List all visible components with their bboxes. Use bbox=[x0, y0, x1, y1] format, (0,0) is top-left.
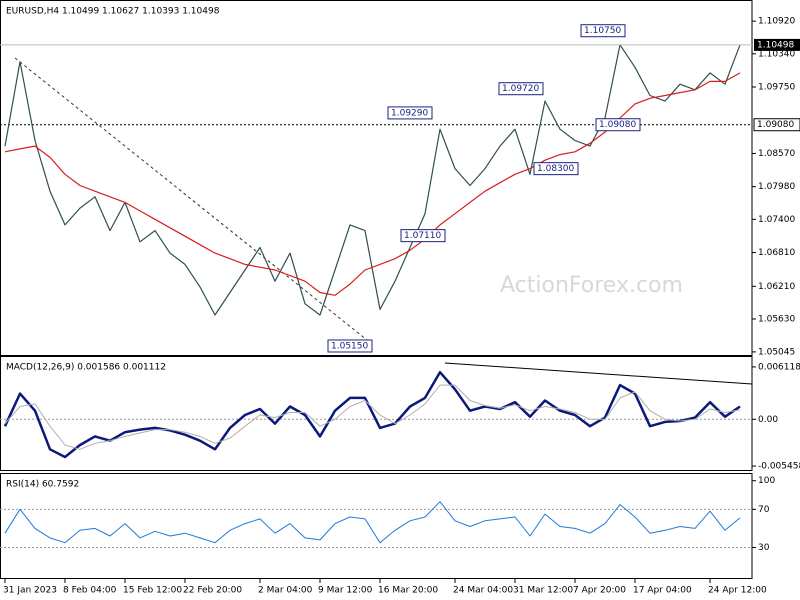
price-callout bbox=[498, 82, 544, 96]
level-box bbox=[753, 118, 800, 132]
price-label: 1.10498 bbox=[757, 40, 794, 50]
y-tick-label: 0.00 bbox=[758, 415, 778, 425]
y-tick-label: 1.07980 bbox=[758, 182, 795, 192]
y-tick-label: 1.08570 bbox=[758, 149, 795, 159]
price-callout-label: 1.10750 bbox=[584, 26, 621, 36]
price-callout bbox=[533, 162, 579, 176]
price-box bbox=[754, 38, 800, 51]
y-tick-label: 1.06210 bbox=[758, 282, 795, 292]
panel-title: MACD(12,26,9) 0.001586 0.001112 bbox=[6, 363, 166, 373]
level-label: 1.09080 bbox=[757, 120, 794, 130]
watermark: ActionForex.com bbox=[500, 273, 683, 298]
trend-line bbox=[444, 362, 753, 385]
x-tick-label: 7 Apr 20:00 bbox=[573, 586, 626, 596]
price-callout-label: 1.05150 bbox=[331, 341, 368, 351]
y-tick-label: 1.05630 bbox=[758, 314, 795, 324]
series-line bbox=[4, 44, 741, 316]
x-tick-label: 16 Mar 20:00 bbox=[378, 586, 438, 596]
price-callout bbox=[327, 339, 373, 353]
y-tick-label: 70 bbox=[758, 505, 770, 515]
y-tick-label: 1.09750 bbox=[758, 83, 795, 93]
panel-title: RSI(14) 60.7592 bbox=[6, 480, 79, 490]
trend-line bbox=[14, 57, 373, 345]
x-tick-label: 8 Feb 04:00 bbox=[63, 586, 117, 596]
y-tick-label: -0.005458 bbox=[758, 462, 800, 472]
price-callout-label: 1.07110 bbox=[404, 231, 441, 241]
panel-title: EURUSD,H4 1.10499 1.10627 1.10393 1.1049… bbox=[6, 7, 220, 17]
price-callout bbox=[580, 24, 626, 38]
price-callout-label: 1.09720 bbox=[502, 84, 539, 94]
y-tick-label: 100 bbox=[758, 476, 775, 486]
x-tick-label: 22 Feb 20:00 bbox=[183, 586, 242, 596]
x-tick-label: 9 Mar 12:00 bbox=[318, 586, 373, 596]
price-callout bbox=[595, 118, 641, 132]
x-tick-label: 17 Apr 04:00 bbox=[633, 586, 692, 596]
panel-frame bbox=[0, 356, 753, 471]
x-tick-label: 24 Mar 04:00 bbox=[453, 586, 513, 596]
y-tick-label: 1.10920 bbox=[758, 17, 795, 27]
price-callout-label: 1.08300 bbox=[537, 164, 574, 174]
x-tick-label: 31 Mar 12:00 bbox=[513, 586, 573, 596]
price-callout-label: 1.09080 bbox=[599, 120, 636, 130]
panel-frame bbox=[0, 473, 753, 579]
y-tick-label: 30 bbox=[758, 543, 770, 553]
panel-frame bbox=[0, 0, 753, 356]
series-line bbox=[4, 501, 741, 544]
series-line bbox=[3, 370, 741, 459]
x-tick-label: 2 Mar 04:00 bbox=[258, 586, 313, 596]
y-tick-label: 1.10340 bbox=[758, 49, 795, 59]
price-callout-label: 1.09290 bbox=[391, 108, 428, 118]
x-tick-label: 24 Apr 12:00 bbox=[708, 586, 767, 596]
y-tick-label: 1.05045 bbox=[758, 347, 795, 357]
x-tick-label: 31 Jan 2023 bbox=[3, 586, 57, 596]
price-callout bbox=[400, 229, 446, 243]
y-tick-label: 0.006118 bbox=[758, 362, 800, 372]
series-line bbox=[4, 384, 741, 450]
x-tick-label: 15 Feb 12:00 bbox=[123, 586, 182, 596]
price-callout bbox=[387, 106, 433, 120]
y-tick-label: 1.07400 bbox=[758, 215, 795, 225]
y-tick-label: 1.06810 bbox=[758, 248, 795, 258]
